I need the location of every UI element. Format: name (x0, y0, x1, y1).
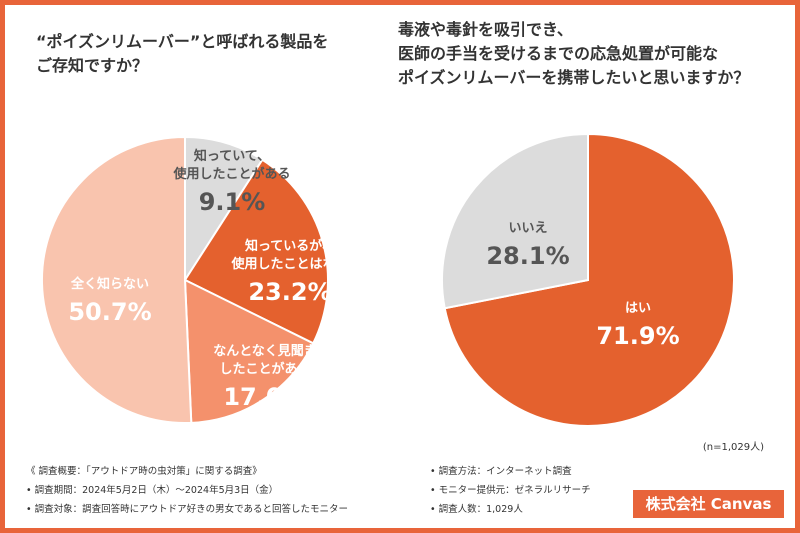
company-logo: 株式会社 Canvas (633, 490, 784, 518)
slice-label: したことがある (219, 361, 310, 377)
slice-label: 知っていて、 (194, 148, 270, 164)
footer-line: 《 調査概要：「アウトドア時の虫対策」に関する調査》 (26, 466, 262, 477)
right-title-line-3: ポイズンリムーバーを携帯したいと思いますか？ (398, 68, 750, 87)
footer-right: • 調査方法：インターネット調査 • モニター提供元：ゼネラルリサーチ • 調査… (430, 462, 591, 519)
slice-label: なんとなく見聞き (213, 344, 317, 359)
sample-size-note: (n=1,029人) (702, 442, 764, 453)
slice-value-label: 9.1% (199, 188, 266, 216)
left-chart-title: “ポイズンリムーバー”と呼ばれる製品を ご存知ですか？ (36, 30, 328, 78)
slice-value-label: 17.0% (223, 383, 306, 411)
slice-label: 全く知らない (70, 276, 149, 292)
left-title-line-1: “ポイズンリムーバー”と呼ばれる製品を (36, 32, 329, 51)
pie-slice (40, 135, 193, 424)
pie-chart-2: はい 71.9% いいえ 28.1% (441, 132, 735, 427)
footer-line: • 調査方法：インターネット調査 (430, 466, 572, 477)
slice-value-label: 28.1% (486, 242, 569, 270)
pie-slice (441, 132, 589, 310)
footer-line: • 調査人数：1,029人 (430, 504, 523, 515)
footer-left: 《 調査概要：「アウトドア時の虫対策」に関する調査》 • 調査期間：2024年5… (26, 462, 348, 519)
pie-slice (183, 278, 315, 424)
pie-slice (443, 132, 735, 427)
slice-label: 使用したことはない (230, 256, 348, 272)
slice-value-label: 23.2% (248, 278, 331, 306)
slice-label: はい (625, 301, 651, 316)
slice-value-label: 50.7% (68, 298, 151, 326)
right-title-line-2: 医師の手当を受けるまでの応急処置が可能な (398, 44, 719, 63)
slice-label: 知っているが、 (245, 238, 335, 254)
pie-slice (184, 135, 264, 284)
footer-line: • モニター提供元：ゼネラルリサーチ (430, 485, 591, 496)
footer-line: • 調査期間：2024年5月2日（木）～2024年5月3日（金） (26, 485, 279, 496)
left-title-line-2: ご存知ですか？ (36, 56, 149, 75)
slice-label: いいえ (508, 221, 547, 236)
right-chart-title: 毒液や毒針を吸引でき、 医師の手当を受けるまでの応急処置が可能な ポイズンリムー… (398, 18, 749, 90)
footer-line: • 調査対象：調査回答時にアウトドア好きの男女であると回答したモニター (26, 504, 349, 515)
pie-chart-1: 知っていて、使用したことがある 9.1% 知っているが、使用したことはない 23.2%… (40, 135, 349, 424)
right-title-line-1: 毒液や毒針を吸引でき、 (398, 20, 573, 39)
slice-value-label: 71.9% (596, 322, 679, 350)
slice-label: 使用したことがある (172, 166, 290, 182)
